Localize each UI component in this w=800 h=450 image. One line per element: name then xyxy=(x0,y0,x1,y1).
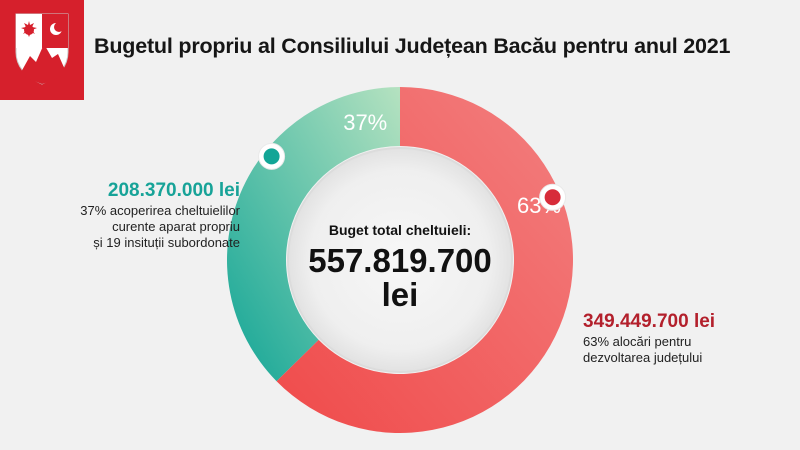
slice-37-description: 37% acoperirea cheltuielilor curente apa… xyxy=(20,203,240,251)
chart-title: Bugetul propriu al Consiliului Județean … xyxy=(94,34,731,58)
center-total-value: 557.819.700 xyxy=(308,242,492,279)
donut-center xyxy=(287,147,513,373)
slice-63-description: 63% alocări pentru dezvoltarea județului xyxy=(583,334,783,366)
slice-37-percent-label: 37% xyxy=(343,110,387,135)
slice-63-description-line: 63% alocări pentru xyxy=(583,334,692,349)
slice-63-marker-dot xyxy=(544,189,561,206)
slice-37-amount: 208.370.000 lei xyxy=(107,180,240,201)
county-crest-icon xyxy=(0,0,84,100)
slice-63-description-line: dezvoltarea județului xyxy=(583,350,703,365)
center-label: Buget total cheltuieli: xyxy=(328,222,472,238)
slice-37-marker-dot xyxy=(263,148,280,165)
slice-37-description-line: și 19 insituții subordonate xyxy=(93,235,240,250)
slice-63-amount: 349.449.700 lei xyxy=(583,311,716,332)
slice-37-description-line: 37% acoperirea cheltuielilor xyxy=(80,203,240,218)
slice-37-description-line: curente aparat propriu xyxy=(112,219,240,234)
center-total-unit: lei xyxy=(381,276,419,313)
slice-63-percent xyxy=(276,87,573,433)
